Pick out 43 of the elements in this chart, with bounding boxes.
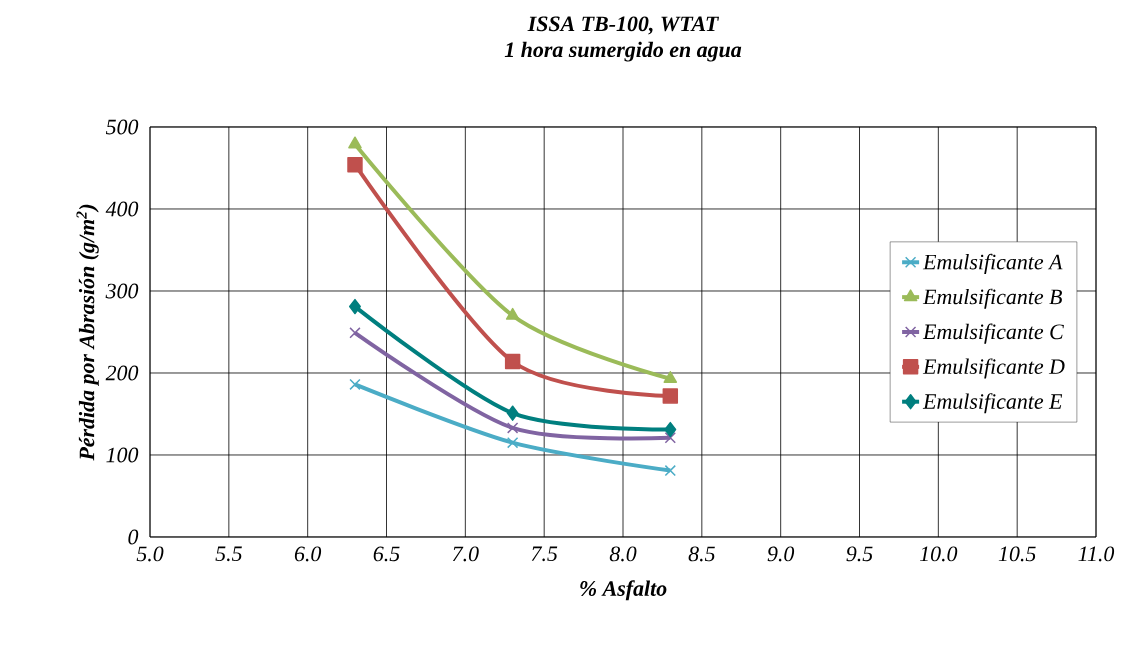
y-tick-label: 400: [105, 201, 139, 217]
y-tick-label: 500: [105, 119, 139, 135]
point: [349, 327, 361, 339]
x-tick-label: 6.5: [373, 546, 400, 562]
y-tick-label: 200: [105, 365, 139, 381]
x-tick-label: 8.5: [688, 546, 715, 562]
x-tick-label: 9.0: [767, 546, 795, 562]
x-tick-label: 9.5: [846, 546, 873, 562]
point: [664, 421, 677, 438]
point: [663, 371, 678, 383]
point: [505, 307, 520, 320]
legend-label: Emulsificante B: [922, 288, 1062, 309]
x-tick-label: 7.5: [531, 546, 558, 562]
point: [662, 388, 679, 404]
point: [506, 405, 519, 421]
point: [349, 378, 361, 391]
legend-label: Emulsificante D: [922, 358, 1065, 379]
point: [504, 353, 521, 370]
point: [349, 298, 361, 315]
point: [347, 156, 363, 173]
y-tick-label: 100: [106, 447, 139, 463]
point: [348, 136, 362, 149]
point: [506, 437, 519, 449]
x-tick-label: 6.0: [294, 546, 322, 562]
x-tick-label: 7.0: [452, 546, 479, 562]
y-axis-title: Pérdida por Abrasión (g/m$^{2}$): [76, 204, 99, 461]
x-tick-label: 5.5: [215, 546, 242, 562]
x-tick-label: 11.0: [1078, 546, 1115, 562]
point: [664, 464, 676, 477]
point: [506, 422, 519, 434]
x-tick-label: 10.5: [998, 546, 1036, 562]
x-tick-label: 5.0: [136, 546, 164, 562]
y-tick-label: 300: [105, 283, 139, 299]
point: [664, 432, 676, 444]
legend-label: Emulsificante E: [922, 393, 1063, 414]
y-tick-label: 0: [128, 529, 139, 545]
x-tick-label: 10.0: [919, 546, 958, 562]
chart-subtitle: 1 hora sumergido en agua: [504, 41, 742, 62]
x-axis-title: % Asfalto: [580, 580, 667, 601]
legend-label: Emulsificante A: [922, 253, 1063, 274]
x-tick-label: 8.0: [609, 546, 637, 562]
chart-title: ISSA TB-100, WTAT: [527, 16, 720, 35]
legend-label: Emulsificante C: [922, 323, 1064, 344]
